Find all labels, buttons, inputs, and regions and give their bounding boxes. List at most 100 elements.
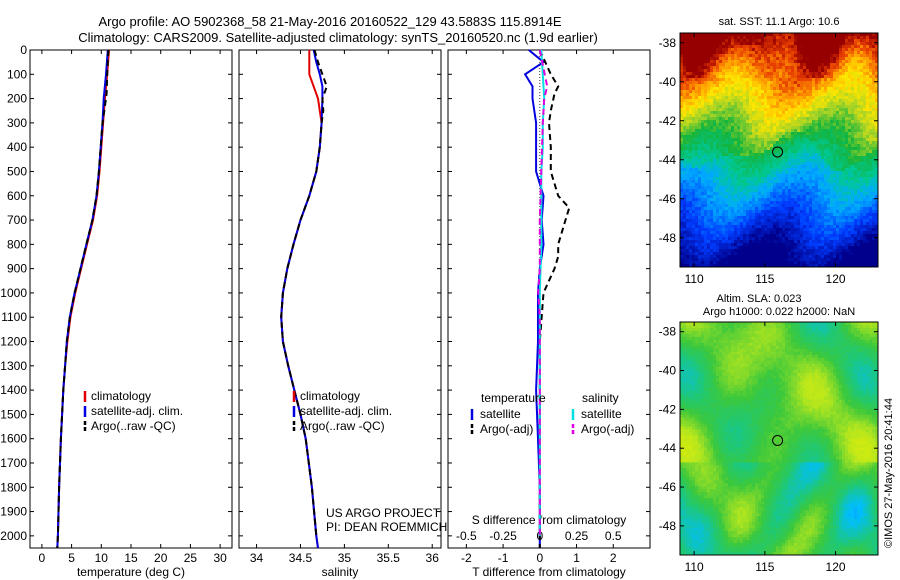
heatmap-cell <box>710 228 714 232</box>
heatmap-cell <box>839 66 843 70</box>
heatmap-cell <box>836 69 840 73</box>
heatmap-cell <box>689 171 693 175</box>
heatmap-cell <box>848 66 852 70</box>
heatmap-cell <box>758 177 762 181</box>
heatmap-cell <box>683 78 687 82</box>
heatmap-cell <box>713 171 717 175</box>
heatmap-cell <box>860 246 864 250</box>
heatmap-cell <box>830 108 834 112</box>
heatmap-cell <box>683 174 687 178</box>
heatmap-cell <box>860 159 864 163</box>
heatmap-cell <box>785 78 789 82</box>
heatmap-cell <box>863 186 867 190</box>
heatmap-cell <box>725 234 729 238</box>
heatmap-cell <box>722 243 726 247</box>
heatmap-cell <box>818 60 822 64</box>
heatmap-cell <box>728 63 732 67</box>
heatmap-cell <box>719 237 723 241</box>
heatmap-cell <box>689 75 693 79</box>
heatmap-cell <box>869 75 873 79</box>
heatmap-cell <box>770 66 774 70</box>
heatmap-cell <box>875 90 879 94</box>
heatmap-cell <box>761 135 765 139</box>
heatmap-cell <box>716 57 720 61</box>
heatmap-cell <box>860 213 864 217</box>
heatmap-cell <box>836 108 840 112</box>
heatmap-cell <box>785 90 789 94</box>
heatmap-cell <box>686 207 690 211</box>
heatmap-cell <box>854 111 858 115</box>
heatmap-cell <box>869 123 873 127</box>
heatmap-cell <box>725 42 729 46</box>
heatmap-cell <box>836 36 840 40</box>
heatmap-cell <box>836 78 840 82</box>
heatmap-cell <box>722 186 726 190</box>
heatmap-cell <box>704 138 708 142</box>
heatmap-cell <box>782 204 786 208</box>
heatmap-cell <box>689 120 693 124</box>
heatmap-cell <box>824 177 828 181</box>
heatmap-cell <box>797 162 801 166</box>
heatmap-cell <box>770 132 774 136</box>
heatmap-cell <box>854 87 858 91</box>
heatmap-cell <box>833 93 837 97</box>
heatmap-cell <box>824 114 828 118</box>
heatmap-cell <box>707 81 711 85</box>
heatmap-cell <box>866 231 870 235</box>
heatmap-cell <box>740 75 744 79</box>
heatmap-cell <box>734 42 738 46</box>
heatmap-cell <box>875 168 879 172</box>
heatmap-cell <box>755 135 759 139</box>
heatmap-cell <box>785 138 789 142</box>
heatmap-cell <box>812 153 816 157</box>
heatmap-cell <box>746 60 750 64</box>
heatmap-cell <box>749 237 753 241</box>
heatmap-cell <box>806 99 810 103</box>
heatmap-cell <box>809 198 813 202</box>
heatmap-cell <box>845 177 849 181</box>
heatmap-cell <box>854 174 858 178</box>
heatmap-cell <box>749 90 753 94</box>
heatmap-cell <box>851 174 855 178</box>
heatmap-cell <box>698 126 702 130</box>
heatmap-cell <box>854 96 858 100</box>
heatmap-cell <box>704 219 708 223</box>
heatmap-cell <box>764 210 768 214</box>
heatmap-cell <box>860 69 864 73</box>
heatmap-cell <box>695 192 699 196</box>
heatmap-cell <box>815 66 819 70</box>
heatmap-cell <box>725 225 729 229</box>
heatmap-cell <box>839 186 843 190</box>
heatmap-cell <box>788 81 792 85</box>
heatmap-cell <box>827 51 831 55</box>
heatmap-cell <box>860 225 864 229</box>
heatmap-cell <box>812 201 816 205</box>
heatmap-cell <box>782 144 786 148</box>
heatmap-cell <box>785 60 789 64</box>
heatmap-cell <box>797 222 801 226</box>
heatmap-cell <box>827 81 831 85</box>
heatmap-cell <box>812 150 816 154</box>
heatmap-cell <box>863 69 867 73</box>
heatmap-cell <box>869 90 873 94</box>
heatmap-cell <box>869 39 873 43</box>
salinity-profile-panel: 34 34.5 35 35.5 36salinityclimatologysatelli… <box>238 49 442 579</box>
heatmap-cell <box>809 210 813 214</box>
heatmap-cell <box>842 45 846 49</box>
heatmap-cell <box>785 159 789 163</box>
y-tick-label: 1300 <box>0 359 27 373</box>
heatmap-cell <box>848 108 852 112</box>
heatmap-cell <box>740 108 744 112</box>
heatmap-cell <box>812 36 816 40</box>
heatmap-cell <box>764 48 768 52</box>
heatmap-cell <box>716 171 720 175</box>
heatmap-cell <box>725 147 729 151</box>
heatmap-cell <box>851 69 855 73</box>
heatmap-cell <box>764 111 768 115</box>
heatmap-cell <box>869 117 873 121</box>
heatmap-cell <box>722 150 726 154</box>
heatmap-cell <box>869 180 873 184</box>
heatmap-cell <box>749 165 753 169</box>
heatmap-cell <box>731 72 735 76</box>
heatmap-cell <box>683 210 687 214</box>
